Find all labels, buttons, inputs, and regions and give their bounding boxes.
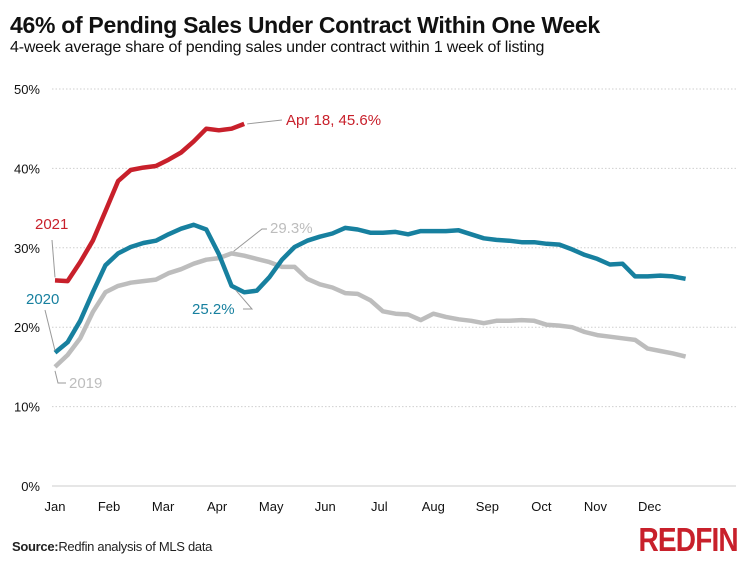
- series-label-2021: 2021: [35, 216, 68, 233]
- source-note: Source:Redfin analysis of MLS data: [12, 539, 212, 554]
- leader-2019-max: [233, 228, 267, 252]
- y-tick-label: 20%: [14, 320, 40, 335]
- leader-2020: [44, 309, 56, 351]
- series-line-2020: [53, 222, 687, 355]
- source-label: Source:: [12, 539, 59, 554]
- annotations: 2021 2020 2019 Apr 18, 45.6% 25.2% 29.3%: [26, 112, 381, 392]
- leader-apr18: [247, 119, 283, 125]
- x-tick-label: Feb: [98, 499, 120, 514]
- x-axis-ticks: Jan Feb Mar Apr May Jun Jul Aug Sep Oct Nov Dec: [45, 499, 662, 514]
- x-tick-label: Apr: [207, 499, 228, 514]
- series-label-2019: 2019: [69, 375, 102, 392]
- annotation-2019-max: 29.3%: [270, 220, 313, 237]
- y-tick-label: 50%: [14, 82, 40, 97]
- x-tick-label: Jul: [371, 499, 388, 514]
- x-tick-label: Jun: [315, 499, 336, 514]
- x-tick-label: Dec: [638, 499, 662, 514]
- x-tick-label: Jan: [45, 499, 66, 514]
- leader-2019: [54, 370, 66, 384]
- series-lines: [53, 121, 687, 369]
- y-tick-label: 40%: [14, 161, 40, 176]
- x-tick-label: Sep: [476, 499, 499, 514]
- leader-2021: [51, 239, 56, 278]
- redfin-logo: REDFIN: [638, 521, 739, 558]
- chart-title: 46% of Pending Sales Under Contract With…: [10, 12, 600, 38]
- y-axis-ticks: 0% 10% 20% 30% 40% 50%: [14, 82, 40, 494]
- leader-2020-min: [235, 289, 254, 310]
- y-tick-label: 0%: [21, 479, 40, 494]
- annotation-apr18: Apr 18, 45.6%: [286, 112, 381, 129]
- x-tick-label: Aug: [422, 499, 445, 514]
- x-tick-label: May: [259, 499, 284, 514]
- x-tick-label: Mar: [152, 499, 175, 514]
- y-tick-label: 30%: [14, 241, 40, 256]
- y-tick-label: 10%: [14, 400, 40, 415]
- series-line-2019: [53, 251, 687, 369]
- series-label-2020: 2020: [26, 291, 59, 308]
- series-line-2021: [54, 121, 246, 284]
- annotation-2020-min: 25.2%: [192, 301, 235, 318]
- chart-subtitle: 4-week average share of pending sales un…: [10, 39, 545, 56]
- x-tick-label: Nov: [584, 499, 608, 514]
- x-tick-label: Oct: [531, 499, 552, 514]
- gridlines: [52, 88, 736, 487]
- source-text: Redfin analysis of MLS data: [58, 539, 213, 554]
